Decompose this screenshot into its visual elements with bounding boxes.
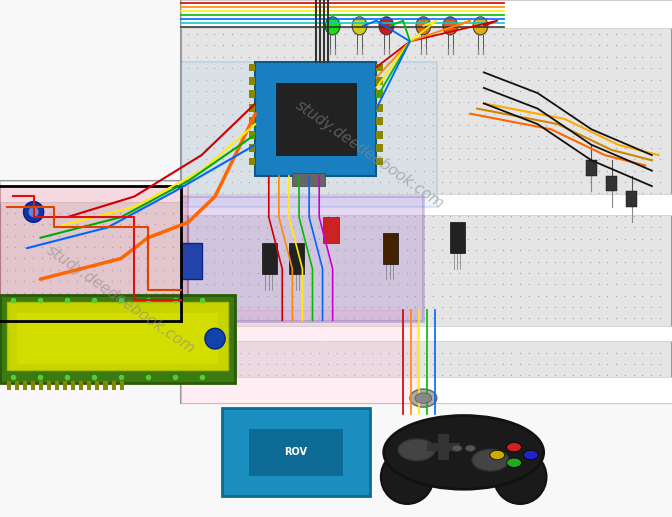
Bar: [383, 233, 398, 264]
Bar: [181, 326, 672, 341]
Bar: [0, 181, 188, 321]
Bar: [376, 104, 383, 112]
Text: ROV: ROV: [284, 447, 307, 458]
Ellipse shape: [443, 17, 458, 35]
Ellipse shape: [523, 450, 538, 460]
Bar: [376, 64, 383, 71]
Bar: [181, 0, 672, 28]
Ellipse shape: [398, 439, 435, 461]
Bar: [95, 381, 99, 390]
Ellipse shape: [410, 389, 437, 407]
Ellipse shape: [507, 458, 521, 467]
Ellipse shape: [507, 443, 521, 452]
Ellipse shape: [205, 328, 225, 349]
Bar: [0, 0, 181, 284]
Bar: [87, 381, 91, 390]
Ellipse shape: [379, 17, 394, 35]
Bar: [249, 144, 255, 152]
Bar: [181, 377, 672, 403]
Ellipse shape: [472, 449, 509, 471]
Ellipse shape: [452, 445, 462, 451]
Bar: [23, 381, 27, 390]
Bar: [249, 158, 255, 165]
Bar: [262, 243, 277, 274]
Bar: [376, 158, 383, 165]
Text: study.deedeebook.com: study.deedeebook.com: [292, 98, 447, 212]
Bar: [292, 173, 325, 186]
Bar: [47, 381, 51, 390]
Bar: [249, 131, 255, 139]
Bar: [39, 381, 43, 390]
Bar: [626, 191, 637, 207]
Bar: [376, 90, 383, 98]
Bar: [249, 90, 255, 98]
Bar: [376, 144, 383, 152]
Bar: [103, 381, 108, 390]
Bar: [31, 381, 35, 390]
Bar: [450, 222, 465, 253]
Ellipse shape: [473, 17, 488, 35]
Ellipse shape: [381, 450, 433, 504]
Bar: [376, 117, 383, 125]
Bar: [323, 217, 339, 243]
Bar: [249, 429, 343, 476]
Bar: [249, 117, 255, 125]
Bar: [255, 62, 376, 176]
Ellipse shape: [325, 17, 340, 35]
Ellipse shape: [490, 450, 505, 460]
Bar: [17, 313, 218, 364]
Bar: [586, 160, 597, 176]
Ellipse shape: [384, 416, 544, 489]
Bar: [181, 310, 417, 403]
Bar: [0, 300, 188, 321]
Bar: [181, 243, 202, 279]
Bar: [0, 181, 188, 202]
Bar: [289, 243, 304, 274]
Ellipse shape: [415, 393, 431, 403]
Bar: [71, 381, 75, 390]
Bar: [7, 302, 228, 370]
Bar: [120, 381, 124, 390]
Bar: [606, 176, 617, 191]
Bar: [438, 434, 449, 460]
Bar: [79, 381, 83, 390]
Bar: [276, 83, 356, 155]
Bar: [222, 408, 370, 496]
Bar: [249, 104, 255, 112]
Ellipse shape: [24, 202, 44, 222]
Ellipse shape: [465, 445, 475, 451]
Bar: [376, 77, 383, 85]
Bar: [376, 131, 383, 139]
Ellipse shape: [494, 450, 546, 504]
Bar: [15, 381, 19, 390]
Bar: [63, 381, 67, 390]
Bar: [181, 196, 423, 321]
Bar: [55, 381, 59, 390]
Bar: [427, 443, 460, 451]
Ellipse shape: [352, 17, 367, 35]
Bar: [112, 381, 116, 390]
Bar: [0, 186, 188, 300]
Ellipse shape: [416, 17, 431, 35]
Bar: [181, 0, 672, 403]
Bar: [249, 64, 255, 71]
Text: study.deedeebook.com: study.deedeebook.com: [44, 243, 198, 357]
Bar: [181, 194, 672, 215]
Bar: [0, 295, 235, 383]
Ellipse shape: [28, 207, 38, 217]
Bar: [249, 77, 255, 85]
Bar: [7, 381, 11, 390]
Bar: [181, 62, 437, 207]
